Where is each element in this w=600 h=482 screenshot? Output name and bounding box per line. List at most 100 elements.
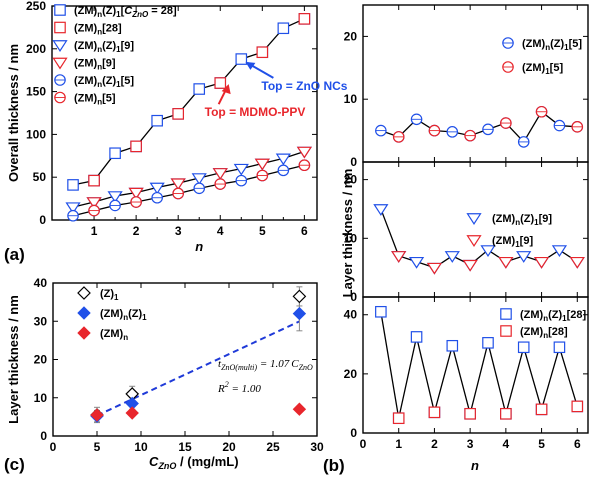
panel-b3-xtick-label-4: 4 [503, 437, 510, 451]
panel-c-equation-0: tZnO(multi) = 1.07 CZnO [218, 358, 313, 372]
panel-a-ytick-label-1: 50 [33, 170, 47, 184]
panel-b2-s0-point-2 [408, 256, 425, 269]
panel-b3-xtick-label-3: 3 [467, 437, 474, 451]
panel-c-s2-point-2 [292, 402, 307, 416]
panel-a-s3-point-0 [86, 197, 102, 209]
panel-a-line-4 [72, 164, 305, 217]
panel-a-ytick-label-2: 100 [26, 127, 46, 141]
panel-b2-s1-point-2 [462, 259, 478, 272]
panel-a-s4-point-10 [277, 164, 290, 177]
panel-b3-legend-symbol-0 [500, 308, 512, 320]
panel-a-s0-point-6 [193, 83, 206, 95]
panel-a-s4-point-6 [193, 182, 206, 195]
panel-b2-s0-point-6 [480, 245, 496, 258]
panel-a-legend-symbol-4 [54, 74, 66, 86]
panel-b3-s0-point-0 [375, 305, 387, 318]
panel-b1-legend-label-0: (ZM)n(Z)1[5] [522, 38, 582, 52]
panel-c-legend-symbol-1 [77, 306, 91, 320]
panel-a-legend-label-0: (ZM)n(Z)1[CZnO = 28] [74, 5, 177, 19]
panel-a-s2-point-6 [191, 173, 207, 186]
panel-b1-ytick-label-2: 20 [344, 29, 358, 43]
panel-c-s1-point-2 [292, 306, 307, 321]
panel-a-label: (a) [4, 245, 25, 264]
panel-a-s1-point-4 [256, 46, 269, 59]
panel-b2-frame [362, 161, 589, 298]
panel-b3-legend-symbol-1 [500, 325, 512, 337]
panel-a-s5-point-4 [256, 169, 269, 182]
panel-b3-s1-point-2 [464, 407, 476, 420]
panel-c-xtick-label-0: 0 [50, 440, 57, 454]
panel-b3-ytick-label-0: 0 [350, 426, 357, 440]
panel-c-ytick-label-0: 0 [40, 429, 47, 443]
panel-b2-s1-point-5 [569, 256, 585, 269]
panel-b1-ytick-label-1: 10 [344, 92, 358, 106]
panel-c-xtick-label-1: 5 [94, 440, 101, 454]
panel-b2-ytick-label-2: 20 [344, 173, 358, 187]
panel-b2-ytick-label-0: 0 [350, 290, 357, 304]
panel-a-s5-point-0 [88, 204, 100, 217]
panel-a-s3-point-1 [128, 187, 144, 200]
panel-b3-s0-point-4 [446, 339, 459, 352]
panel-c-xtick-label-5: 25 [266, 440, 280, 454]
panel-c-ylabel: Layer thickness / nm [6, 295, 21, 424]
panel-c-equation-1: R2 = 1.00 [217, 380, 261, 395]
panel-a-s2-point-4 [149, 182, 165, 195]
panel-a-s4-point-0 [67, 209, 79, 222]
panel-b3-ytick-label-2: 40 [344, 308, 358, 322]
panel-a-xtick-label-3: 4 [217, 224, 224, 238]
panel-c-xlabel: CZnO / (mg/mL) [149, 454, 239, 471]
panel-c-xtick-label-4: 20 [222, 440, 236, 454]
annotation-mdmo-text: Top = MDMO-PPV [205, 105, 306, 119]
panel-b3-s0-point-6 [482, 337, 494, 349]
panel-a-s0-point-2 [109, 147, 121, 160]
panel-b3-s1-point-1 [428, 406, 441, 419]
panel-b3-xtick-label-5: 5 [538, 437, 545, 451]
panel-c-legend-symbol-0 [77, 286, 91, 300]
panel-b1-s1-point-4 [535, 105, 548, 118]
panel-b1-ytick-label-0: 0 [350, 155, 357, 169]
panel-a-ytick-label-5: 250 [26, 0, 46, 13]
panel-c-s2-point-0 [90, 408, 104, 422]
panel-b3-s0-point-10 [553, 341, 566, 354]
panel-a-s1-point-0 [88, 174, 100, 187]
panel-a-ytick-label-4: 200 [26, 42, 46, 56]
panel-a-s0-point-8 [235, 53, 248, 65]
panel-c-xtick-label-3: 15 [178, 440, 192, 454]
panel-a-ylabel: Overall thickness / nm [6, 44, 21, 182]
panel-a-ytick-label-0: 0 [39, 213, 46, 227]
panel-b3-line-0 [380, 311, 578, 419]
panel-b2-s0-point-10 [551, 245, 568, 258]
panel-b1-s1-point-5 [571, 121, 584, 133]
panel-b1-legend-label-1: (ZM)1[5] [522, 62, 563, 76]
panel-c-xtick-label-2: 10 [134, 440, 148, 454]
panel-a-legend-label-5: (ZM)n[5] [74, 93, 116, 107]
panel-b3-xtick-label-6: 6 [574, 437, 581, 451]
panel-b1-s1-point-2 [464, 129, 476, 142]
panel-a-s0-point-4 [151, 114, 163, 127]
panel-a-s1-point-5 [298, 13, 311, 25]
panel-b2-s0-point-4 [444, 251, 460, 263]
panel-b-label: (b) [323, 456, 345, 475]
panel-c-xtick-label-6: 30 [310, 440, 324, 454]
panel-b3-legend-label-1: (ZM)n[28] [520, 326, 568, 340]
panel-b1-s0-point-0 [375, 124, 387, 137]
panel-b2-s1-point-0 [391, 251, 407, 263]
panel-c-s0-point-2 [292, 289, 307, 304]
annotation-zno-arrowhead [245, 61, 256, 70]
panel-a-legend-symbol-3 [52, 57, 68, 70]
panel-a-s1-point-3 [214, 77, 227, 89]
panel-a-legend-symbol-1 [54, 21, 66, 34]
panel-b1-line-0 [380, 110, 578, 143]
panel-b3-s0-point-2 [410, 331, 423, 343]
panel-a-legend-label-2: (ZM)n(Z)1[9] [74, 40, 134, 54]
panel-b2-legend-symbol-0 [466, 213, 482, 225]
panel-a-s2-point-0 [65, 202, 81, 215]
panel-a-s5-point-1 [130, 196, 142, 208]
panel-b3-s1-point-0 [392, 412, 405, 425]
panel-a-s4-point-4 [151, 191, 163, 204]
panel-b1-legend-symbol-1 [502, 61, 514, 73]
panel-b3-s1-point-5 [571, 400, 584, 413]
panel-a-legend-symbol-5 [54, 91, 66, 104]
